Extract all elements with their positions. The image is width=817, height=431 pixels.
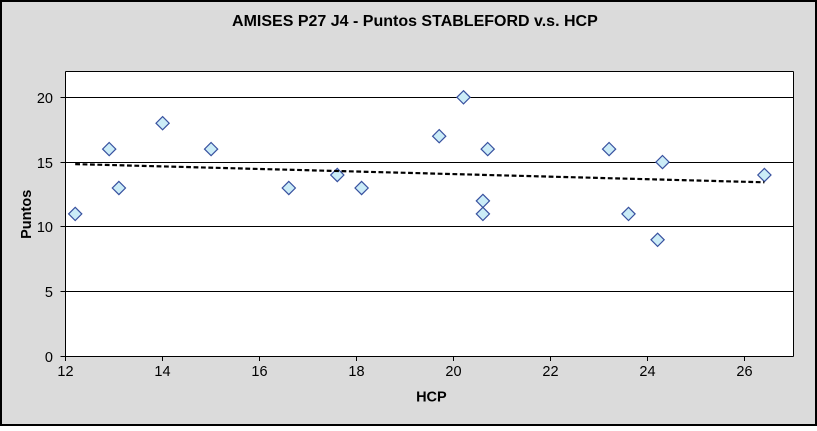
svg-text:24: 24 <box>639 364 655 380</box>
svg-text:10: 10 <box>37 220 53 236</box>
svg-text:AMISES P27 J4 - Puntos STABLEF: AMISES P27 J4 - Puntos STABLEFORD v.s. H… <box>232 13 598 30</box>
svg-text:22: 22 <box>542 364 558 380</box>
svg-text:5: 5 <box>45 285 53 301</box>
svg-text:14: 14 <box>154 364 170 380</box>
svg-text:HCP: HCP <box>416 390 447 406</box>
svg-text:18: 18 <box>348 364 364 380</box>
svg-text:20: 20 <box>445 364 461 380</box>
svg-text:16: 16 <box>251 364 267 380</box>
svg-text:26: 26 <box>736 364 752 380</box>
svg-text:20: 20 <box>37 91 53 107</box>
svg-text:15: 15 <box>37 156 53 172</box>
svg-text:Puntos: Puntos <box>19 190 35 239</box>
svg-text:12: 12 <box>57 364 73 380</box>
svg-text:0: 0 <box>45 350 53 366</box>
